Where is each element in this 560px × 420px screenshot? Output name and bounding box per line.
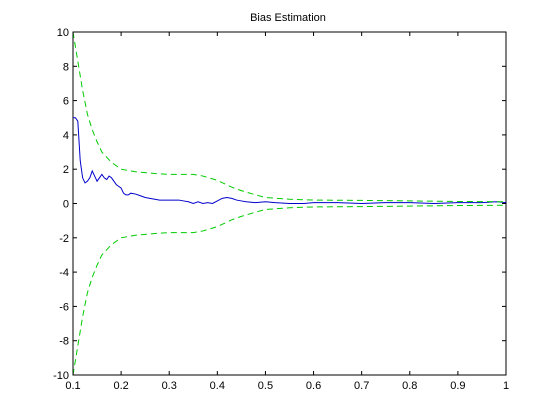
chart-title: Bias Estimation: [250, 12, 326, 24]
x-axis: 0.1 0.2 0.3 0.4 0.5 0.6 0.7 0.8 0.9 1: [65, 32, 509, 392]
x-tick-label: 0.6: [306, 380, 321, 392]
x-tick-label: 0.2: [113, 380, 128, 392]
y-tick-label: -4: [59, 267, 69, 279]
x-tick-label: 0.3: [162, 380, 177, 392]
series-line-lower-bound: [73, 204, 506, 375]
x-tick-label: 1: [503, 380, 509, 392]
x-tick-label: 0.5: [258, 380, 273, 392]
x-tick-label: 0.8: [402, 380, 417, 392]
series-group: [73, 32, 506, 375]
x-tick-label: 0.1: [65, 380, 80, 392]
y-tick-label: -8: [59, 336, 69, 348]
y-tick-label: 8: [63, 61, 69, 73]
y-tick-label: 10: [57, 27, 69, 39]
series-line-upper-bound: [73, 32, 506, 203]
x-tick-label: 0.7: [354, 380, 369, 392]
x-tick-label: 0.4: [210, 380, 225, 392]
series-line-bias: [73, 117, 506, 205]
y-tick-label: 0: [63, 199, 69, 211]
y-tick-label: -2: [59, 233, 69, 245]
y-tick-label: -6: [59, 301, 69, 313]
y-tick-label: 6: [63, 96, 69, 108]
y-tick-label: 4: [63, 130, 69, 142]
y-tick-label: 2: [63, 164, 69, 176]
y-tick-label: -10: [53, 370, 69, 382]
x-tick-label: 0.9: [450, 380, 465, 392]
y-axis: -10 -8 -6 -4 -2 0 2 4 6 8 10: [53, 27, 506, 382]
